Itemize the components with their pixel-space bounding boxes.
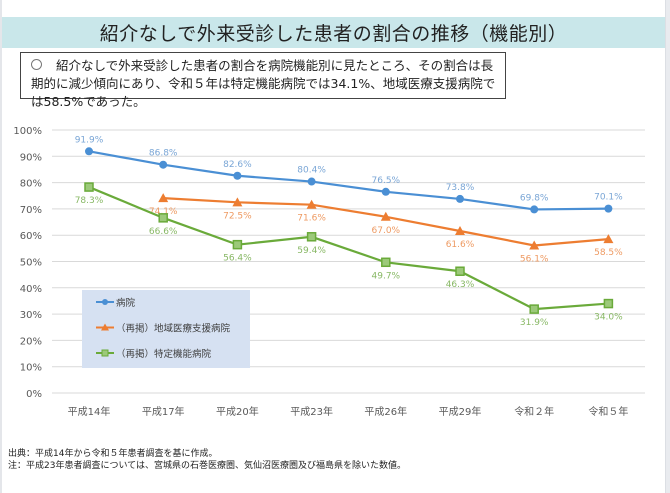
data-label: 59.4% <box>297 246 326 256</box>
data-label: 31.9% <box>520 318 549 328</box>
data-point-triangle <box>603 234 614 244</box>
data-label: 69.8% <box>520 193 549 203</box>
data-point-circle <box>233 171 242 180</box>
summary-box: 紹介なしで外来受診した患者の割合を病院機能別に見たところ、その割合は長期的に減少… <box>20 52 506 109</box>
legend-marker-square <box>101 349 109 357</box>
y-tick-label: 90% <box>20 152 42 163</box>
x-tick-label: 平成26年 <box>364 405 407 418</box>
y-tick-label: 20% <box>20 336 42 347</box>
y-tick-label: 30% <box>20 310 42 321</box>
data-label: 67.0% <box>372 226 401 236</box>
page-title: 紹介なしで外来受診した患者の割合の推移（機能別） <box>99 23 568 45</box>
y-tick-label: 10% <box>20 363 42 374</box>
summary-text: 紹介なしで外来受診した患者の割合を病院機能別に見たところ、その割合は長期的に減少… <box>31 58 496 109</box>
legend-label: （再掲）地域医療支援病院 <box>116 323 231 335</box>
left-edge <box>0 0 2 493</box>
data-label: 73.8% <box>446 183 475 193</box>
line-chart: 0% 10% 20% 30% 40% 50% 60% 70% 80% 90% 100% 平成14年 平成… <box>13 126 645 418</box>
data-point-triangle <box>455 225 465 235</box>
footnote: 注：平成23年患者調査については、宮城県の石巻医療圏、気仙沼医療圏及び福島県を除… <box>8 461 407 471</box>
data-label: 56.1% <box>520 254 549 264</box>
source-note: 出典：平成14年から令和５年患者調査を基に作成。 <box>8 449 218 459</box>
data-point-circle <box>85 147 93 156</box>
data-point-triangle <box>306 199 317 209</box>
legend-marker-circle <box>102 299 108 305</box>
data-label: 46.3% <box>446 280 475 290</box>
data-point-triangle <box>529 240 540 250</box>
data-label: 74.1% <box>149 207 178 217</box>
footer: 出典：平成14年から令和５年患者調査を基に作成。 注：平成23年患者調査について… <box>8 448 406 472</box>
y-tick-label: 100% <box>13 126 42 137</box>
y-tick-label: 50% <box>20 258 42 269</box>
data-point-square <box>84 182 94 192</box>
x-tick-label: 平成29年 <box>439 405 482 418</box>
x-tick-label: 平成23年 <box>290 405 333 418</box>
x-tick-label: 平成20年 <box>216 405 259 418</box>
data-label: 34.0% <box>594 313 623 323</box>
legend-label: （再掲）特定機能病院 <box>116 348 212 360</box>
data-label: 86.8% <box>149 149 178 159</box>
data-point-circle <box>530 205 539 214</box>
y-tick-label: 80% <box>20 179 42 190</box>
data-point-circle <box>307 177 316 186</box>
series-line-0 <box>88 150 609 211</box>
bullet-circle-icon <box>31 59 42 70</box>
data-point-circle <box>381 187 390 196</box>
data-label: 58.5% <box>594 248 623 258</box>
data-point-triangle <box>158 193 169 203</box>
x-tick-label: 平成17年 <box>142 405 185 418</box>
series-line-2 <box>88 186 609 311</box>
data-point-square <box>306 232 317 242</box>
y-tick-label: 40% <box>20 284 42 295</box>
data-label: 71.6% <box>297 214 326 224</box>
data-label: 70.1% <box>594 193 623 203</box>
legend-marker-triangle <box>101 323 109 331</box>
y-tick-label: 70% <box>20 205 42 216</box>
data-label: 66.6% <box>149 227 178 237</box>
y-tick-label: 0% <box>26 389 42 400</box>
data-point-circle <box>604 204 613 213</box>
x-tick-label: 令和５年 <box>588 405 628 418</box>
data-point-square <box>603 298 614 309</box>
y-tick-label: 60% <box>20 231 42 242</box>
data-label: 80.4% <box>297 166 326 176</box>
data-point-square <box>232 239 243 250</box>
data-point-circle <box>159 160 168 169</box>
data-point-square <box>381 257 391 268</box>
data-label: 76.5% <box>372 176 401 186</box>
data-point-square <box>158 213 168 223</box>
data-label: 91.9% <box>75 135 104 145</box>
data-label: 61.6% <box>446 240 475 250</box>
data-point-square <box>529 304 539 314</box>
data-point-triangle <box>380 211 391 221</box>
data-point-square <box>455 266 465 276</box>
scrollbar-track[interactable] <box>665 0 670 493</box>
legend-label: 病院 <box>116 297 136 309</box>
title-band: 紹介なしで外来受診した患者の割合の推移（機能別） <box>2 17 665 48</box>
data-label: 82.6% <box>223 160 252 170</box>
data-point-circle <box>456 194 464 203</box>
data-label: 56.4% <box>223 254 252 264</box>
series-line-1 <box>163 197 609 247</box>
data-label: 49.7% <box>372 271 401 281</box>
data-label: 78.3% <box>75 196 104 206</box>
data-label: 72.5% <box>223 211 252 221</box>
x-tick-label: 令和２年 <box>514 405 554 418</box>
x-tick-label: 平成14年 <box>68 405 111 418</box>
data-point-triangle <box>232 197 243 207</box>
